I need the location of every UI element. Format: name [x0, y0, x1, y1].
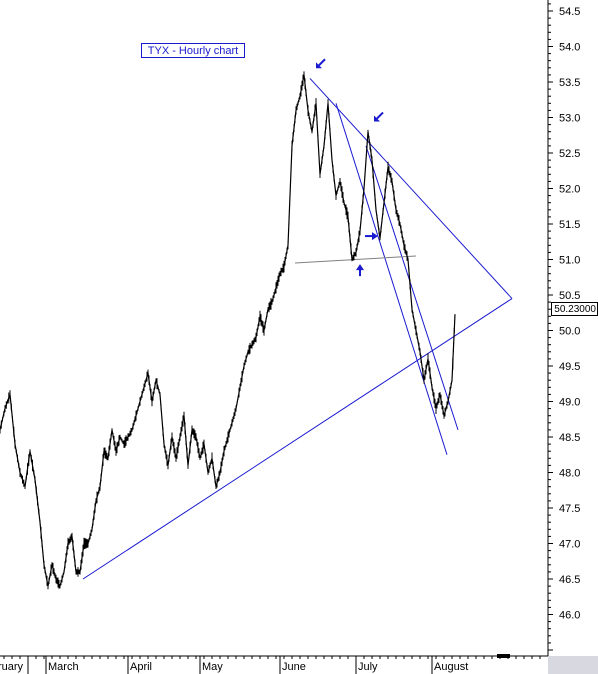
- y-tick-label: 46.0: [559, 610, 580, 622]
- arrow-head: [372, 232, 378, 241]
- arrow-head: [374, 115, 380, 122]
- arrow-shaft: [376, 111, 384, 120]
- y-tick-label: 50.0: [559, 326, 580, 338]
- arrow-head: [316, 62, 322, 69]
- x-tick-label: ruary: [0, 661, 24, 673]
- y-tick-label: 54.5: [559, 6, 580, 18]
- x-tick-label: May: [202, 661, 223, 673]
- y-tick-label: 53.5: [559, 77, 580, 89]
- trendline: [294, 255, 417, 264]
- axis-corner: [548, 656, 598, 674]
- y-tick-label: 48.0: [559, 468, 580, 480]
- y-tick-label: 51.5: [559, 219, 580, 231]
- trendline: [365, 145, 459, 431]
- x-tick-label: August: [434, 661, 468, 673]
- y-tick-label: 47.0: [559, 539, 580, 551]
- y-tick-label: 47.5: [559, 503, 580, 515]
- y-tick-label: 49.5: [559, 361, 580, 373]
- y-tick-label: 46.5: [559, 574, 580, 586]
- y-tick-label: 50.5: [559, 290, 580, 302]
- arrow-shaft: [318, 58, 326, 66]
- y-tick-label: 52.5: [559, 148, 580, 160]
- trendline: [335, 103, 448, 455]
- y-tick-label: 51.0: [559, 255, 580, 267]
- y-tick-label: 48.5: [559, 432, 580, 444]
- x-tick-label: June: [282, 661, 306, 673]
- x-tick-label: April: [130, 661, 152, 673]
- last-price-label: 50.23000: [551, 302, 598, 316]
- arrow-head: [356, 264, 364, 271]
- y-tick-label: 54.0: [559, 42, 580, 54]
- y-tick-label: 49.0: [559, 397, 580, 409]
- chart-title: TYX - Hourly chart: [141, 43, 245, 58]
- trendline: [309, 78, 513, 299]
- trendline: [82, 298, 513, 580]
- x-tick-label: July: [358, 661, 378, 673]
- y-tick-label: 53.0: [559, 113, 580, 125]
- y-tick-label: 52.0: [559, 184, 580, 196]
- scroll-marker: [497, 654, 510, 658]
- x-tick-label: March: [48, 661, 79, 673]
